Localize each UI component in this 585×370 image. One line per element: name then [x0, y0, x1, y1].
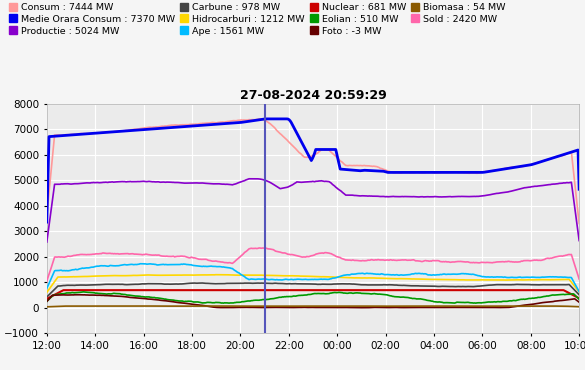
Title: 27-08-2024 20:59:29: 27-08-2024 20:59:29 [240, 90, 386, 102]
Legend: Consum : 7444 MW, Medie Orara Consum : 7370 MW, Productie : 5024 MW, Carbune : 9: Consum : 7444 MW, Medie Orara Consum : 7… [8, 1, 507, 37]
